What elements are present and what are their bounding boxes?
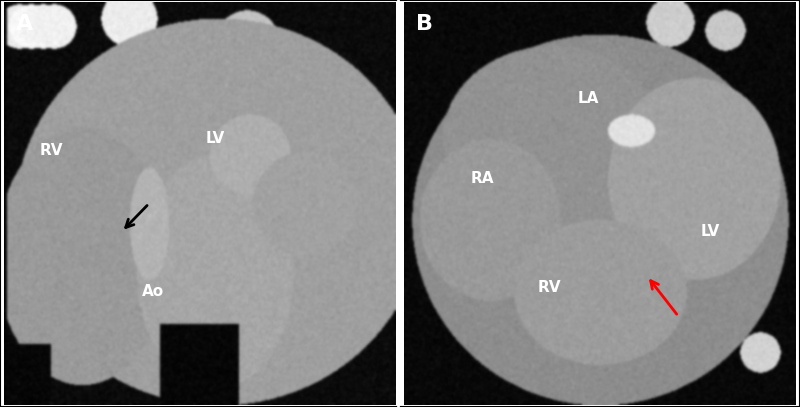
Text: RV: RV (39, 143, 62, 158)
Text: RA: RA (470, 171, 494, 186)
Text: B: B (416, 14, 433, 34)
Text: LV: LV (206, 131, 226, 146)
Text: A: A (16, 14, 33, 34)
Text: LV: LV (700, 224, 719, 239)
Text: Ao: Ao (142, 284, 164, 299)
Text: LA: LA (578, 91, 599, 106)
Text: RV: RV (538, 280, 561, 295)
